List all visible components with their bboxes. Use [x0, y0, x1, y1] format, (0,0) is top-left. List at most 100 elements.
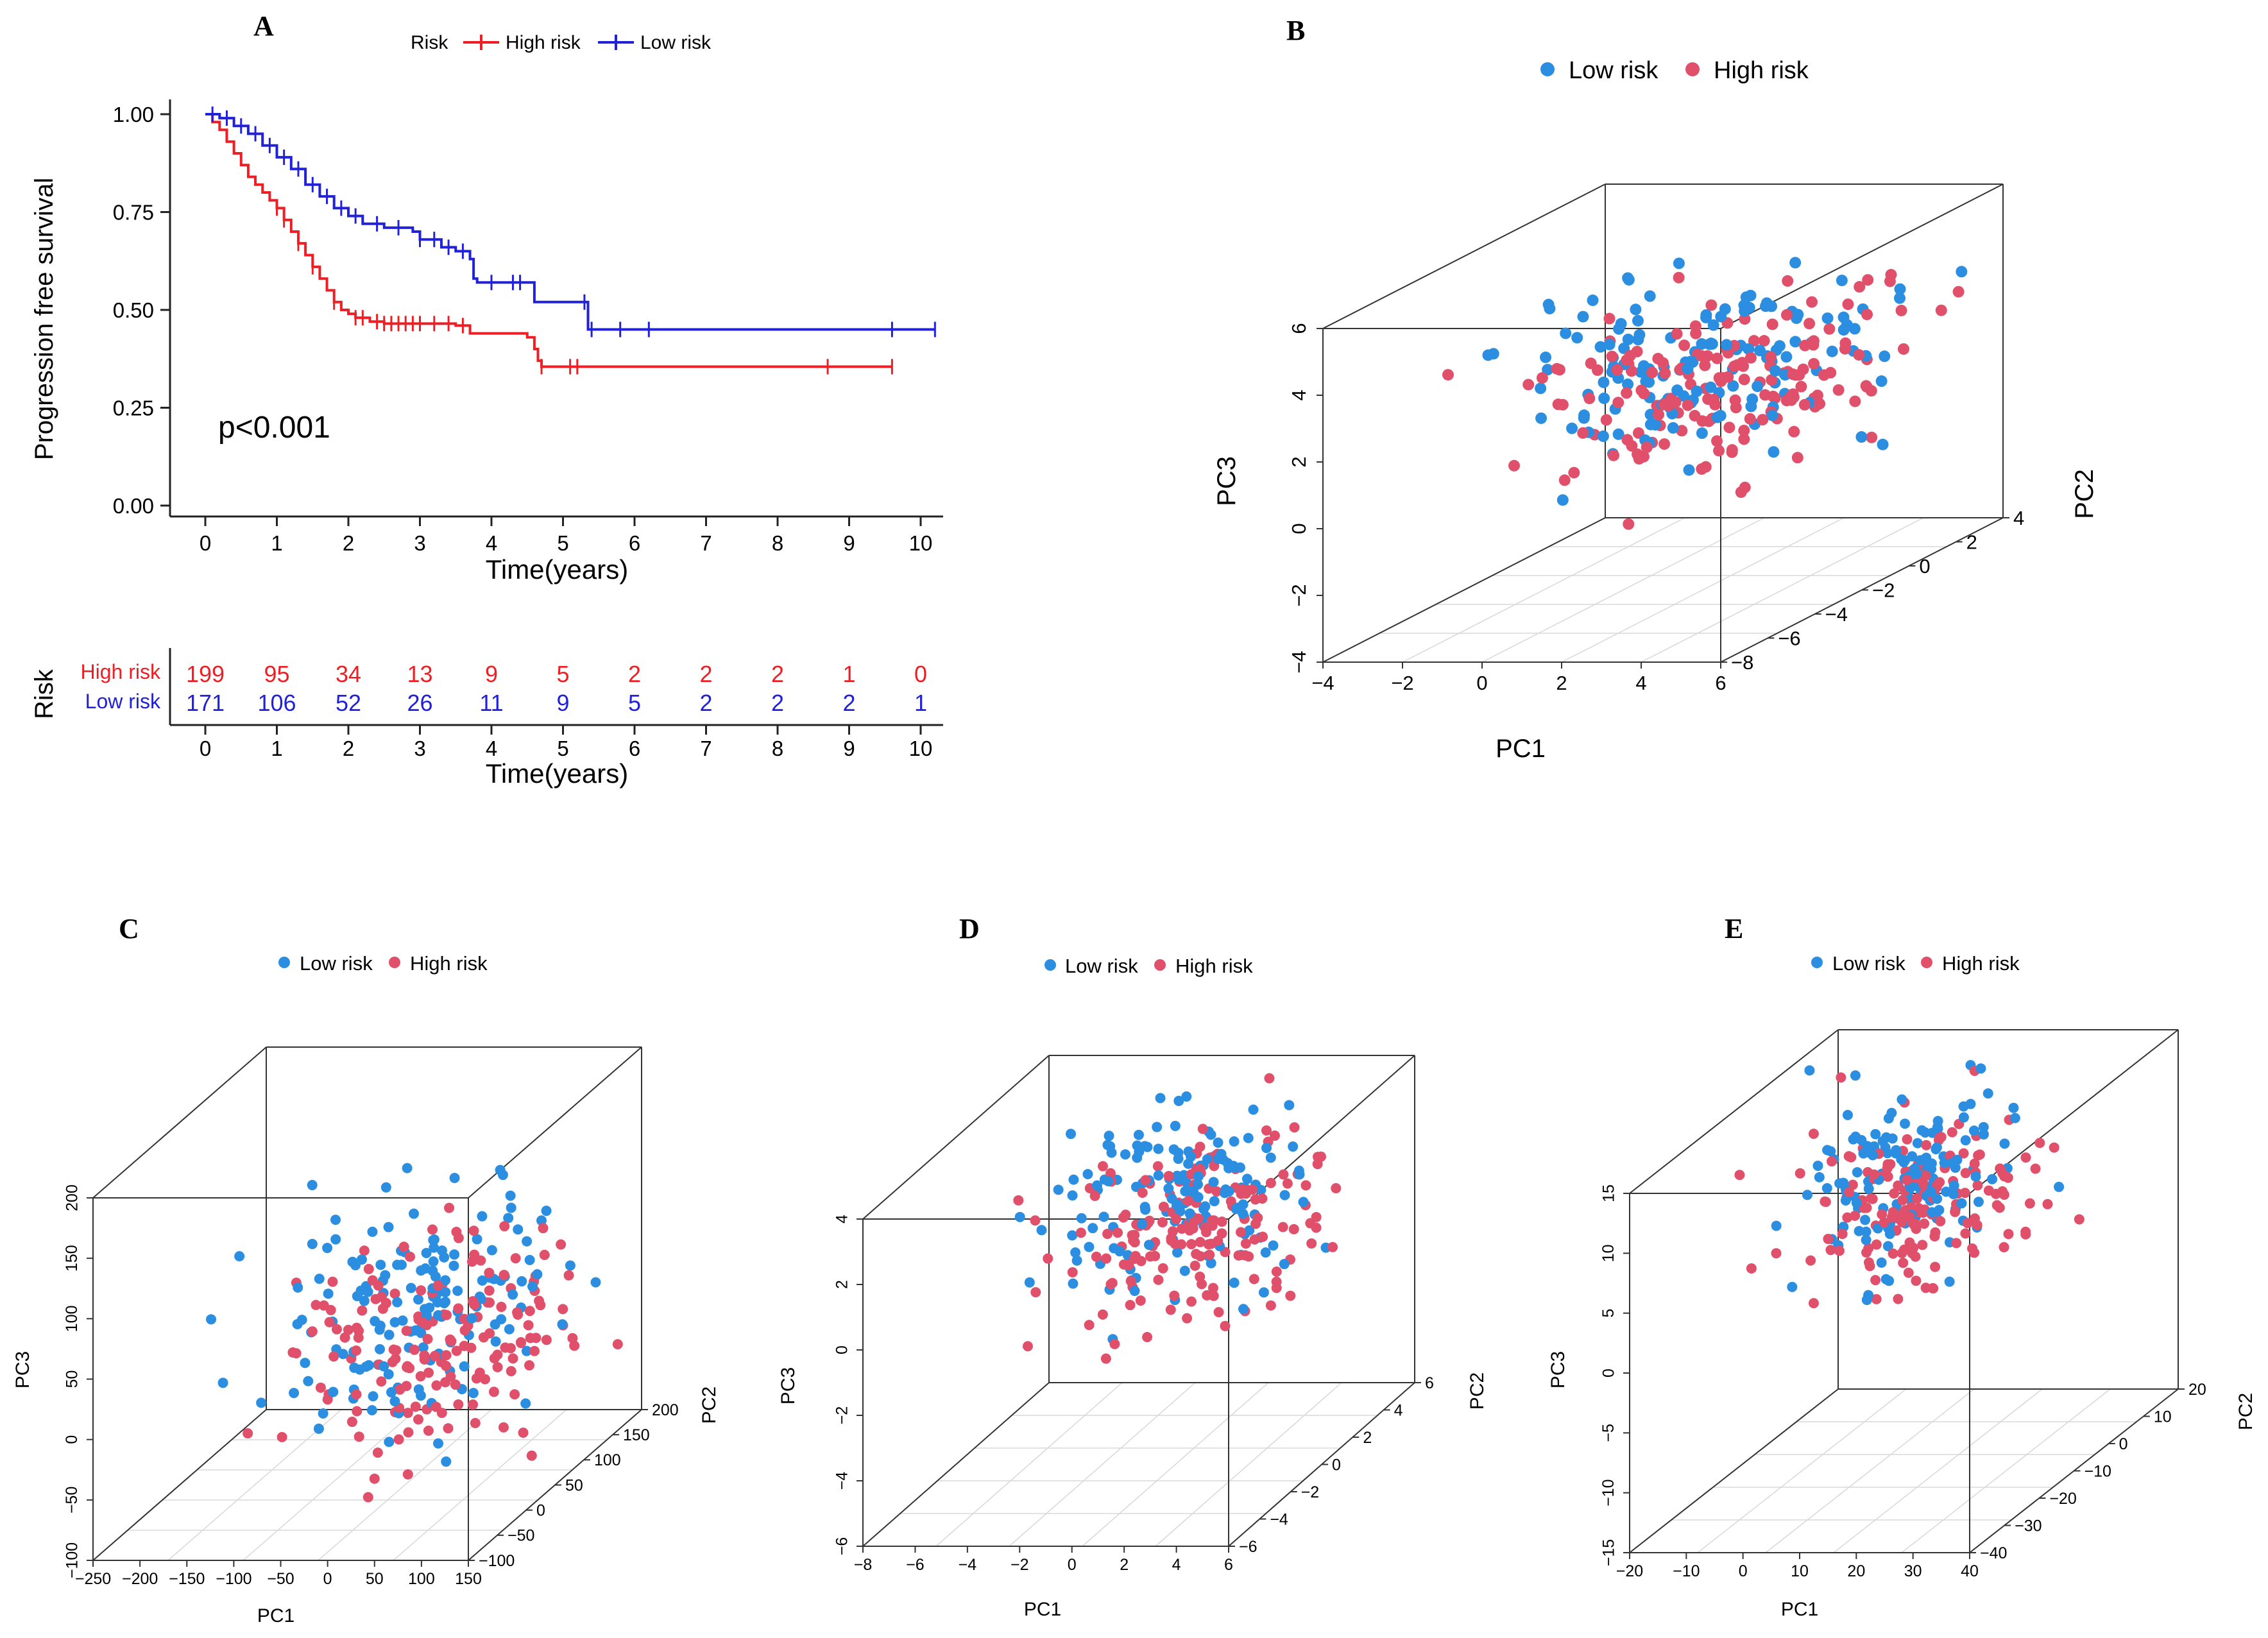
point-low-risk: [1840, 1195, 1851, 1206]
point-low-risk: [1863, 1183, 1874, 1194]
point-high-risk: [1766, 318, 1778, 330]
point-low-risk: [1556, 494, 1569, 506]
point-high-risk: [1814, 398, 1826, 410]
point-high-risk: [1960, 1228, 1971, 1239]
point-high-risk: [1825, 1245, 1836, 1256]
point-high-risk: [1861, 309, 1873, 321]
point-high-risk: [1089, 1190, 1100, 1201]
point-high-risk: [1163, 1170, 1174, 1181]
point-low-risk: [303, 1376, 314, 1386]
point-high-risk: [1536, 372, 1548, 384]
point-low-risk: [1198, 1204, 1209, 1215]
point-low-risk: [368, 1391, 379, 1402]
point-high-risk: [1101, 1253, 1112, 1264]
point-low-risk: [1753, 345, 1766, 357]
point-low-risk: [1719, 303, 1731, 315]
point-low-risk: [1598, 392, 1610, 404]
point-high-risk: [1849, 395, 1861, 407]
x-tick-label: 10: [909, 531, 933, 555]
panel-d: D Low risk High risk −8 −6 −4 −2 0 2 4 6−6−4−20…: [778, 913, 1488, 1620]
point-low-risk: [296, 1315, 307, 1326]
point-low-risk: [383, 1222, 394, 1233]
point-high-risk: [1791, 452, 1803, 464]
legend-item-high-risk: High risk: [1154, 955, 1253, 977]
point-high-risk: [459, 1340, 470, 1351]
point-high-risk: [1888, 1248, 1898, 1259]
point-high-risk: [1659, 367, 1671, 379]
panel-letter: B: [1286, 15, 1305, 46]
point-low-risk: [1932, 1116, 1943, 1127]
point-high-risk: [1331, 1182, 1342, 1193]
point-high-risk: [1738, 373, 1750, 386]
pc1-tick-label: −20: [1616, 1562, 1643, 1580]
point-high-risk: [1893, 1293, 1904, 1304]
point-high-risk: [1271, 1267, 1282, 1277]
point-low-risk: [1209, 1196, 1220, 1207]
point-low-risk: [440, 1297, 451, 1308]
pc1-tick-label: 0: [1068, 1556, 1077, 1574]
point-low-risk: [234, 1250, 245, 1261]
point-high-risk: [1611, 364, 1623, 376]
point-high-risk: [427, 1224, 438, 1235]
pc2-tick-label: 0: [2119, 1435, 2128, 1453]
point-high-risk: [506, 1366, 516, 1377]
point-high-risk: [567, 1333, 578, 1344]
pc1-tick-label: −200: [122, 1570, 158, 1588]
point-low-risk: [1228, 1161, 1239, 1172]
point-high-risk: [1075, 1227, 1086, 1238]
point-low-risk: [513, 1224, 524, 1235]
risk-table-x-tick-label: 8: [772, 737, 783, 760]
point-high-risk: [1871, 1293, 1882, 1304]
point-high-risk: [1240, 1250, 1250, 1261]
point-high-risk: [1109, 1338, 1120, 1349]
point-high-risk: [1839, 343, 1851, 355]
floor-grid-line: [243, 1409, 417, 1561]
point-low-risk: [328, 1386, 339, 1397]
pc1-tick-label: −8: [854, 1556, 873, 1574]
point-high-risk: [1807, 335, 1820, 347]
y-tick-label: 1.00: [113, 103, 154, 126]
pc2-tick-label: −2: [1301, 1483, 1320, 1501]
risk-row-label-high: High risk: [81, 660, 161, 683]
point-low-risk: [429, 1242, 439, 1253]
y-tick-label: 0.00: [113, 494, 154, 518]
panel-letter: C: [119, 913, 139, 944]
legend-label-high-risk: High risk: [1714, 57, 1809, 84]
point-high-risk: [1738, 424, 1750, 436]
point-high-risk: [423, 1425, 434, 1436]
pc3-axis-label: PC3: [1213, 456, 1241, 506]
point-low-risk: [1068, 1278, 1079, 1289]
point-low-risk: [350, 1259, 361, 1270]
point-low-risk: [409, 1208, 420, 1219]
point-high-risk: [1935, 1216, 1946, 1227]
point-high-risk: [1522, 379, 1535, 391]
pc2-tick-label: 50: [565, 1476, 583, 1494]
point-high-risk: [1125, 1300, 1136, 1311]
point-high-risk: [1624, 350, 1636, 362]
pc3-tick-label: 5: [1599, 1309, 1617, 1318]
point-high-risk: [1695, 350, 1707, 362]
point-low-risk: [1571, 332, 1583, 344]
point-high-risk: [1102, 1229, 1113, 1240]
y-ticks: 0.00 0.25 0.50 0.75 1.00: [113, 103, 170, 518]
panel-letter: E: [1725, 913, 1743, 944]
point-low-risk: [1842, 1109, 1853, 1120]
panel-a: A Risk High risk Low risk 0.000.250.500.…: [30, 10, 943, 789]
pc2-tick-label: 10: [2154, 1408, 2172, 1426]
point-high-risk: [1165, 1304, 1176, 1315]
point-high-risk: [376, 1292, 387, 1302]
point-low-risk: [1140, 1204, 1151, 1215]
point-high-risk: [441, 1350, 452, 1361]
point-high-risk: [2042, 1199, 2053, 1209]
point-high-risk: [398, 1241, 409, 1252]
point-low-risk: [1238, 1304, 1249, 1315]
pc1-axis-label: PC1: [1781, 1599, 1818, 1620]
point-high-risk: [410, 1401, 421, 1412]
point-low-risk: [1812, 1160, 1823, 1171]
point-low-risk: [1970, 1171, 1981, 1182]
point-high-risk: [339, 1332, 350, 1343]
point-high-risk: [1696, 463, 1708, 475]
point-high-risk: [1197, 1123, 1208, 1134]
point-low-risk: [1780, 351, 1793, 363]
point-high-risk: [1653, 409, 1665, 421]
